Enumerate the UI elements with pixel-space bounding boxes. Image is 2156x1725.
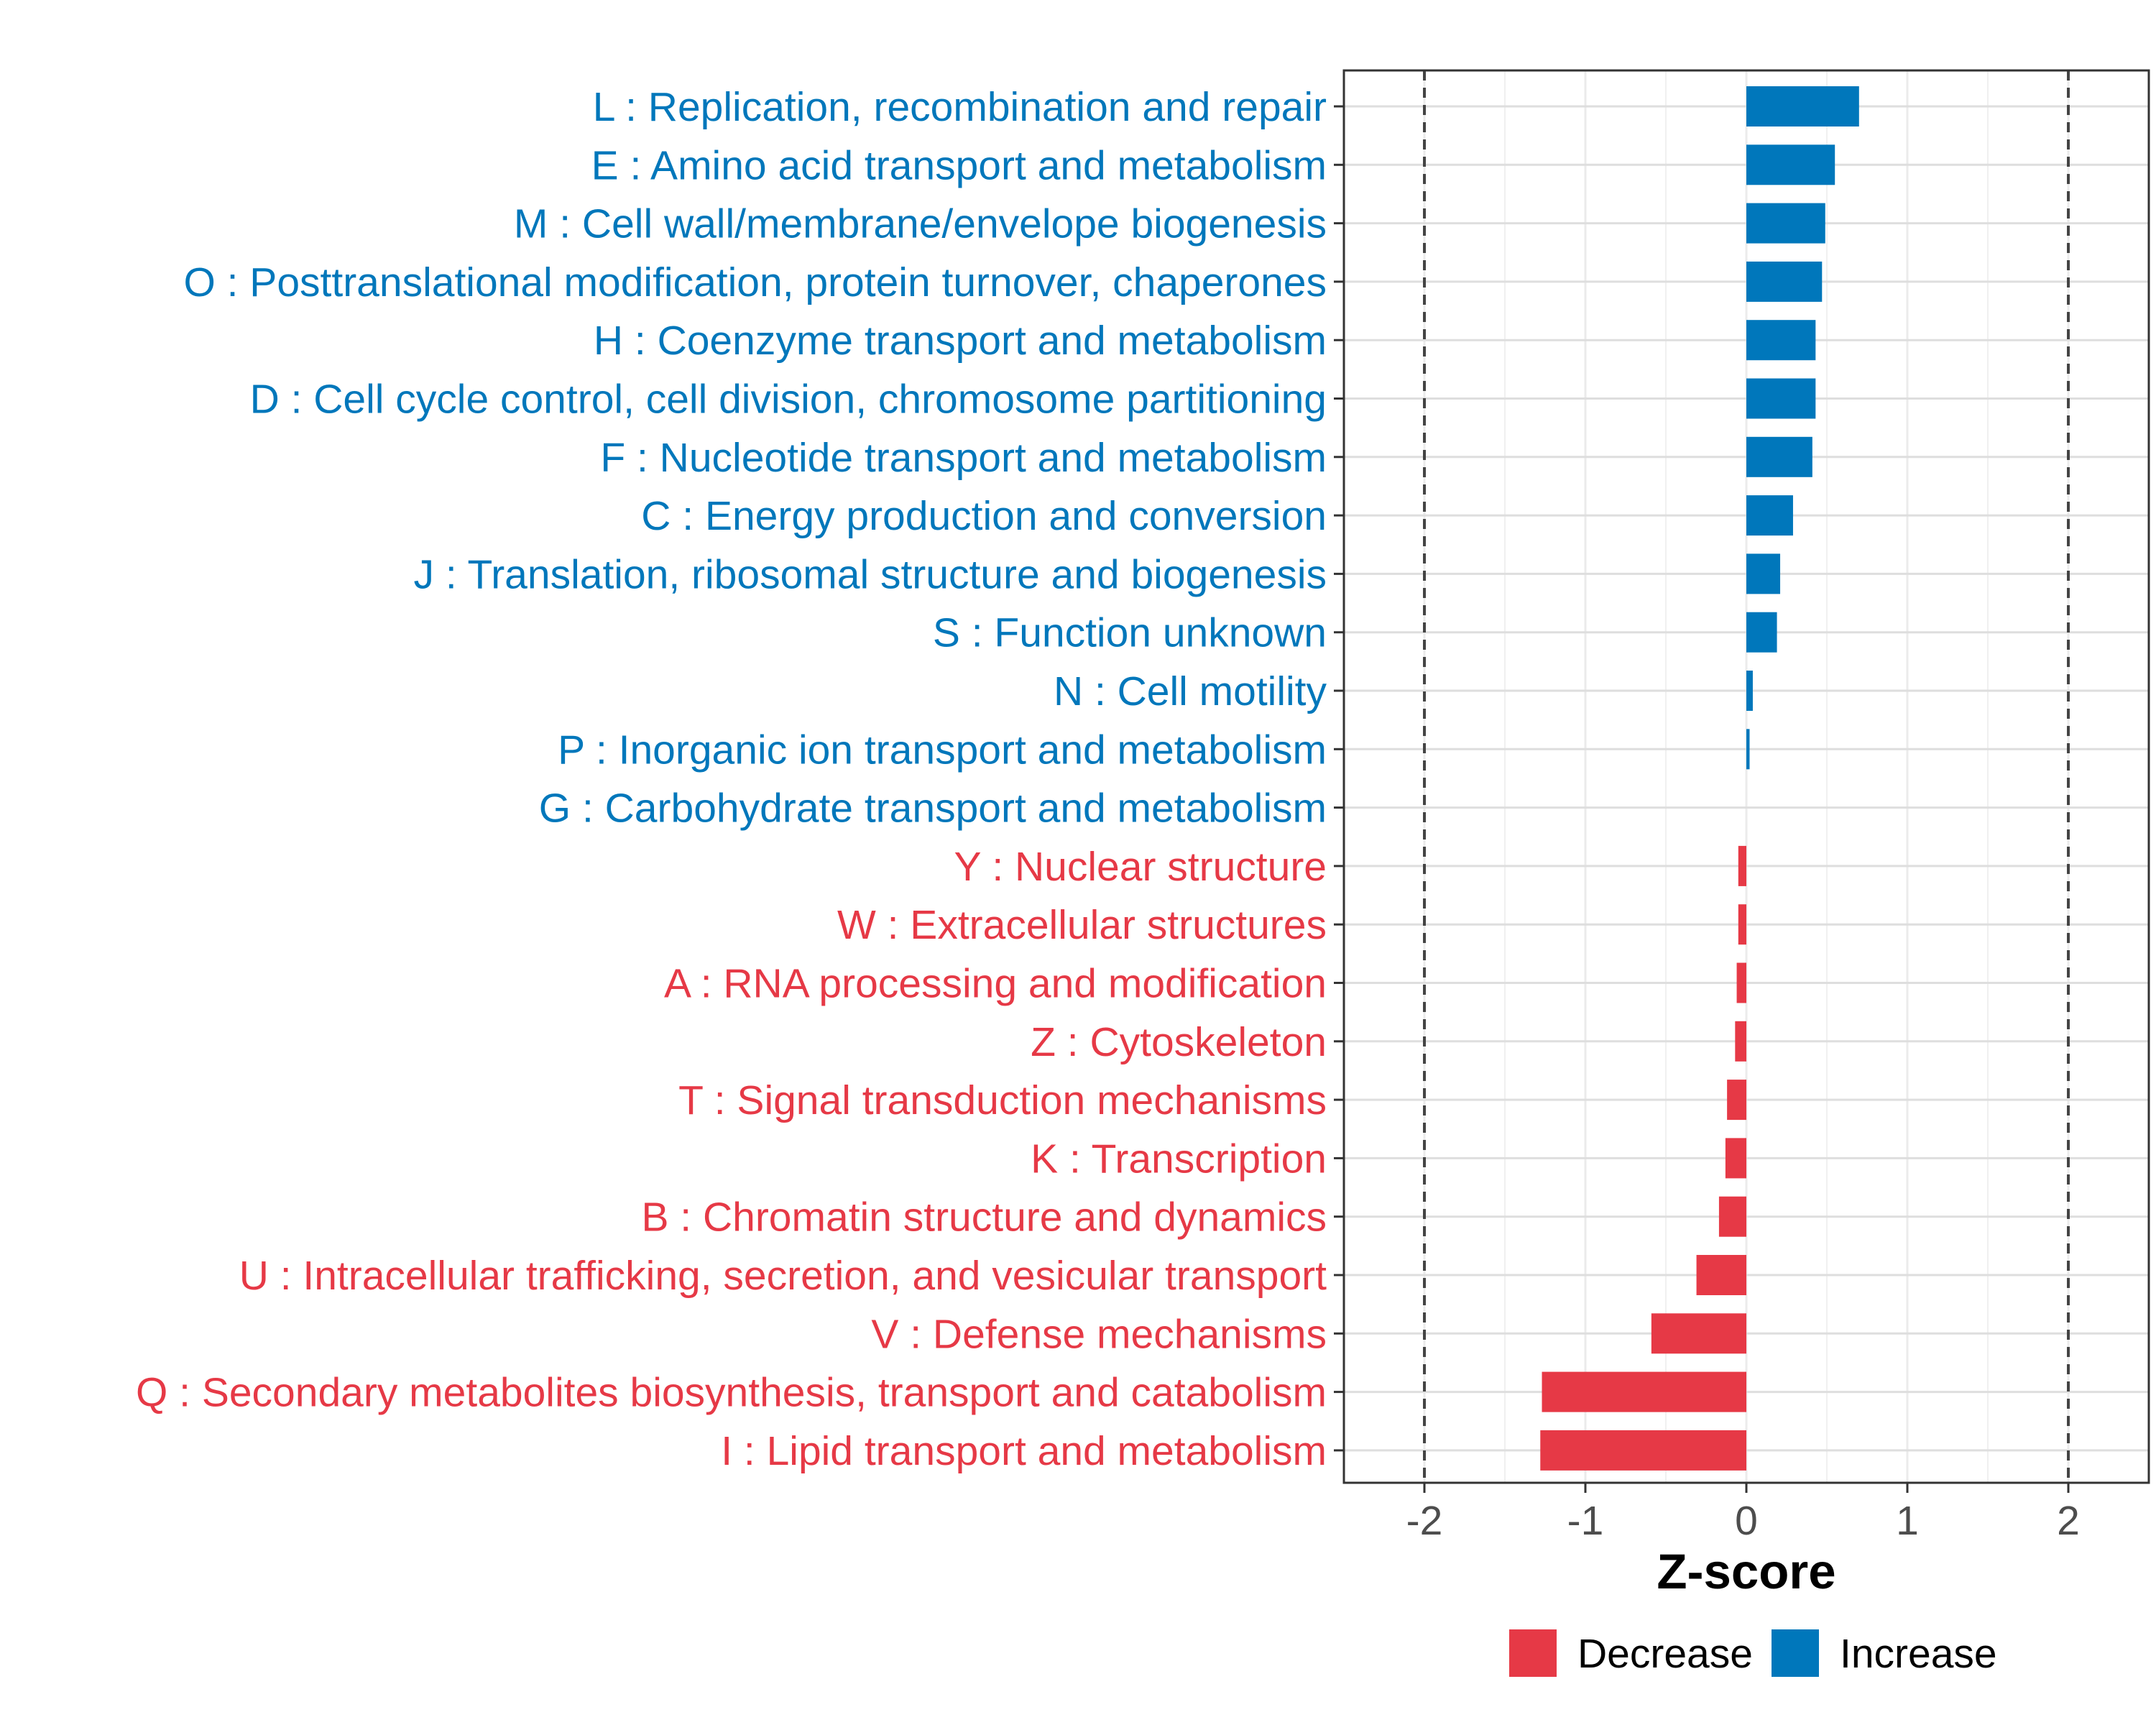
y-tick-label: W : Extracellular structures [837, 902, 1327, 948]
y-axis-labels: L : Replication, recombination and repai… [136, 84, 1327, 1474]
bar [1746, 203, 1825, 244]
y-tick-label: G : Carbohydrate transport and metabolis… [539, 786, 1327, 832]
y-tick-label: V : Defense mechanisms [871, 1311, 1327, 1357]
bar [1746, 671, 1753, 711]
y-tick-label: K : Transcription [1031, 1136, 1327, 1182]
x-tick-label: 1 [1896, 1498, 1919, 1544]
y-tick-label: U : Intracellular trafficking, secretion… [239, 1253, 1327, 1299]
y-tick-label: B : Chromatin structure and dynamics [641, 1195, 1327, 1241]
bar [1735, 1021, 1746, 1062]
y-tick-label: H : Coenzyme transport and metabolism [594, 318, 1327, 364]
y-tick-label: A : RNA processing and modification [664, 961, 1327, 1007]
y-tick-label: Y : Nuclear structure [954, 844, 1327, 890]
y-axis-ticks [1334, 105, 1344, 1452]
x-tick-label: -2 [1406, 1498, 1443, 1544]
bar [1746, 144, 1835, 185]
y-tick-label: P : Inorganic ion transport and metaboli… [558, 727, 1327, 773]
bar [1746, 495, 1793, 536]
y-tick-label: Q : Secondary metabolites biosynthesis, … [136, 1370, 1327, 1416]
bar [1746, 86, 1859, 126]
y-tick-label: S : Function unknown [933, 610, 1327, 656]
y-tick-label: T : Signal transduction mechanisms [678, 1077, 1327, 1123]
legend-key-increase [1772, 1629, 1819, 1677]
bar [1542, 1371, 1746, 1412]
y-tick-label: O : Posttranslational modification, prot… [183, 259, 1327, 305]
bar [1746, 378, 1816, 419]
bar [1746, 261, 1823, 302]
y-tick-label: D : Cell cycle control, cell division, c… [250, 377, 1327, 423]
bar [1738, 904, 1746, 945]
bar [1540, 1430, 1746, 1471]
x-axis-ticks: -2 -1 0 1 2 [1406, 1483, 2080, 1544]
legend: Decrease Increase [1509, 1629, 1997, 1677]
legend-key-decrease [1509, 1629, 1557, 1677]
bar [1727, 1080, 1746, 1121]
y-tick-label: Z : Cytoskeleton [1031, 1019, 1327, 1065]
bar [1746, 436, 1812, 477]
y-tick-label: J : Translation, ribosomal structure and… [414, 551, 1327, 597]
bars [1540, 86, 1859, 1471]
y-tick-label: N : Cell motility [1054, 668, 1327, 714]
y-tick-label: I : Lipid transport and metabolism [721, 1428, 1327, 1474]
legend-label-decrease: Decrease [1577, 1631, 1753, 1677]
bar [1746, 612, 1777, 653]
y-tick-label: L : Replication, recombination and repai… [593, 84, 1327, 130]
y-tick-label: C : Energy production and conversion [641, 493, 1327, 539]
x-tick-label: -1 [1567, 1498, 1604, 1544]
bar [1651, 1313, 1746, 1354]
legend-label-increase: Increase [1840, 1631, 1997, 1677]
x-tick-label: 0 [1735, 1498, 1758, 1544]
bar [1746, 729, 1750, 770]
bar [1696, 1255, 1746, 1295]
y-tick-label: E : Amino acid transport and metabolism [591, 142, 1327, 188]
bar [1718, 1196, 1746, 1237]
reference-lines [1423, 70, 2070, 1483]
y-tick-label: F : Nucleotide transport and metabolism [600, 435, 1327, 481]
y-tick-label: M : Cell wall/membrane/envelope biogenes… [514, 201, 1327, 247]
x-tick-label: 2 [2057, 1498, 2080, 1544]
bar [1746, 320, 1816, 361]
bar [1738, 845, 1746, 886]
x-axis-title: Z-score [1657, 1544, 1835, 1599]
bar [1725, 1138, 1746, 1179]
bar [1746, 553, 1781, 594]
bar [1736, 962, 1746, 1003]
